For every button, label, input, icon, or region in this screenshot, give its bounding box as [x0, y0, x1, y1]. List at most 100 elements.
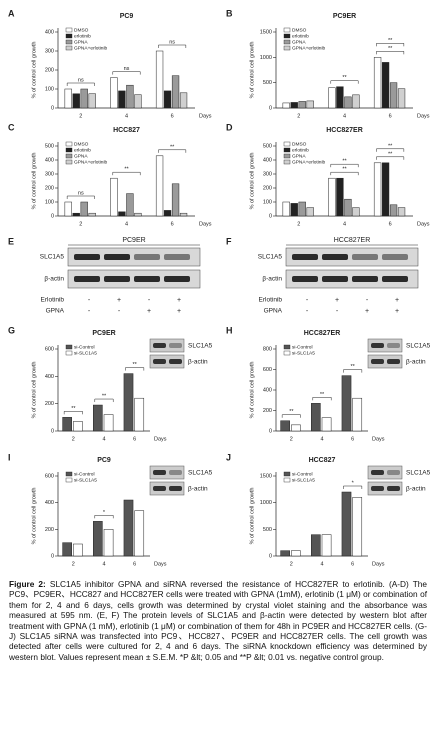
treatment-sign: + [177, 297, 181, 304]
legend-label: si-Control [292, 471, 313, 477]
x-axis-title: Days [417, 221, 430, 227]
blot-band [352, 276, 378, 282]
bar [373, 57, 382, 109]
legend-label: si-SLC1A5 [74, 477, 97, 483]
y-tick-label: 200 [45, 527, 54, 533]
bar [306, 207, 314, 217]
legend-swatch [65, 153, 73, 159]
y-tick-label: 1000 [260, 55, 272, 61]
significance-label: ** [351, 364, 356, 370]
x-axis-title: Days [154, 436, 167, 442]
legend-swatch [65, 477, 73, 483]
x-tick-label: 6 [389, 221, 392, 227]
treatment-sign: - [306, 297, 309, 304]
panel-letter: G [8, 325, 15, 335]
bar [163, 90, 172, 109]
significance-bracket [112, 171, 141, 176]
bar [282, 102, 290, 109]
caption-text: SLC1A5 inhibitor GPNA and siRNA reversed… [9, 579, 427, 662]
x-tick-label: 2 [72, 561, 75, 567]
bar [298, 101, 306, 109]
blot-band [322, 254, 348, 260]
x-tick-label: 2 [72, 436, 75, 442]
treatment-sign: + [147, 308, 151, 315]
bar [93, 521, 103, 557]
bar [110, 177, 118, 217]
bar [88, 93, 96, 109]
y-tick-label: 300 [263, 171, 272, 177]
legend-label: erlotinib [74, 147, 91, 153]
x-tick-label: 4 [125, 221, 128, 227]
chart-title: HCC827 [309, 457, 336, 464]
legend-swatch [283, 344, 291, 350]
bar [280, 420, 290, 432]
legend-swatch [283, 141, 291, 147]
legend-swatch [65, 344, 73, 350]
blot-strip [149, 481, 185, 496]
bar [62, 417, 72, 432]
y-tick-label: 500 [263, 527, 272, 533]
treatment-label: Erlotinib [41, 297, 65, 304]
blot-row-label: β-actin [188, 486, 208, 493]
bar [80, 201, 88, 217]
x-tick-label: 2 [297, 113, 300, 119]
bar [381, 62, 390, 109]
legend-swatch [65, 141, 73, 147]
significance-label: * [103, 510, 106, 516]
significance-label: ** [320, 392, 325, 398]
blot-band [164, 254, 190, 260]
significance-bracket [330, 80, 359, 84]
significance-label: ** [388, 151, 393, 157]
legend-swatch [65, 350, 73, 356]
bar [280, 550, 290, 557]
panel-letter: D [226, 122, 233, 132]
blot-band [74, 276, 100, 282]
y-tick-label: 400 [45, 157, 54, 163]
x-tick-label: 2 [79, 113, 82, 119]
x-tick-label: 6 [133, 561, 136, 567]
significance-bracket [312, 397, 332, 401]
bar [311, 534, 321, 557]
blot-band [153, 486, 166, 491]
bar [72, 212, 80, 217]
legend-label: GPNA+erlotinib [74, 45, 108, 51]
blot-row-label: β-actin [262, 276, 282, 283]
treatment-sign: + [117, 297, 121, 304]
legend-swatch [65, 33, 73, 39]
bar [171, 183, 180, 217]
blot-band [74, 254, 100, 260]
blot-band [164, 276, 190, 282]
legend-label: si-SLC1A5 [74, 350, 97, 356]
x-axis-title: Days [372, 561, 385, 567]
y-tick-label: 0 [269, 105, 272, 111]
legend-label: si-SLC1A5 [292, 350, 315, 356]
y-tick-label: 200 [263, 185, 272, 191]
blot-strip [367, 465, 403, 480]
blot-band [104, 254, 130, 260]
significance-bracket [94, 515, 114, 519]
blot-band [371, 359, 384, 364]
blot-band [153, 470, 166, 475]
treatment-sign: - [366, 297, 369, 304]
bar [134, 212, 142, 217]
bar [73, 543, 83, 557]
blot-band [169, 470, 182, 475]
significance-label: ** [388, 38, 393, 44]
treatment-sign: - [336, 308, 339, 315]
x-axis-title: Days [417, 113, 430, 119]
blot-band [322, 276, 348, 282]
bar [352, 497, 363, 557]
blot-row-label: SLC1A5 [406, 343, 431, 350]
significance-bracket [125, 367, 145, 371]
significance-label: ** [342, 159, 347, 165]
y-tick-label: 500 [263, 80, 272, 86]
x-axis-title: Days [372, 436, 385, 442]
y-tick-label: 0 [269, 428, 272, 434]
bar [171, 75, 180, 109]
bar [134, 94, 142, 109]
y-axis-title: % of control cell growth [249, 362, 255, 419]
figure: A PC9% of control cell growth010020030040… [8, 8, 431, 567]
x-tick-label: 4 [125, 113, 128, 119]
bar [341, 491, 352, 557]
y-tick-label: 500 [263, 143, 272, 149]
